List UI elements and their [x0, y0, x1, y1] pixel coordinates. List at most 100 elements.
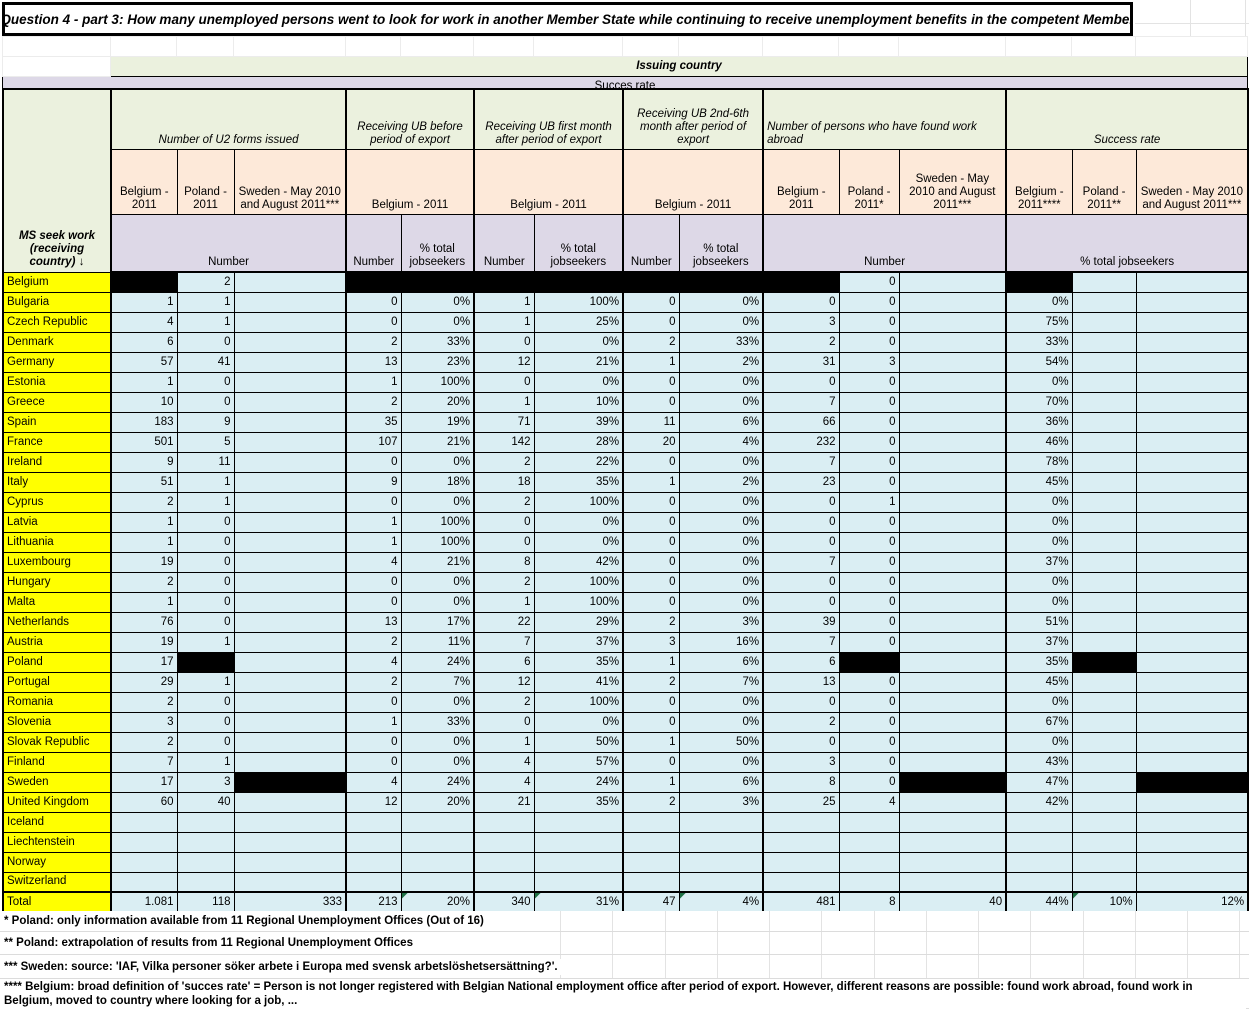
- data-cell: 0: [762, 491, 840, 513]
- data-cell: 11%: [400, 631, 475, 653]
- data-cell: [1135, 331, 1249, 353]
- data-cell: [1005, 811, 1073, 833]
- data-cell: 0%: [1005, 491, 1073, 513]
- table-row: Finland 7 1 0 0% 4 57% 0 0% 3 0 43%: [2, 751, 1249, 773]
- data-cell: [233, 871, 347, 893]
- data-cell: 1: [110, 531, 178, 553]
- data-cell: 37%: [533, 631, 624, 653]
- gridline: [821, 911, 822, 1009]
- data-cell: 0: [762, 531, 840, 553]
- data-cell: 1: [176, 491, 235, 513]
- data-cell: 0%: [1005, 291, 1073, 313]
- data-cell: 4: [473, 771, 535, 793]
- data-cell: [1135, 811, 1249, 833]
- data-cell: [1071, 271, 1137, 293]
- data-cell: 24%: [400, 771, 475, 793]
- data-cell: [762, 851, 840, 873]
- data-cell: 31: [762, 351, 840, 373]
- data-cell: [233, 811, 347, 833]
- data-cell: 1: [473, 311, 535, 333]
- footnote-1: * Poland: only information available fro…: [0, 911, 1249, 932]
- data-cell: 107: [345, 431, 402, 453]
- grid-strip-row: [2, 36, 1248, 57]
- table-row: Austria 19 1 2 11% 7 37% 3 16% 7 0 37%: [2, 631, 1249, 653]
- gridline: [978, 911, 979, 1009]
- col-header-ub-first-belgium: Belgium - 2011: [473, 148, 624, 215]
- measure-ub-2nd6th-number: Number: [622, 213, 680, 273]
- country-label: Lithuania: [2, 531, 112, 553]
- data-cell: [898, 511, 1007, 533]
- data-cell: [1005, 851, 1073, 873]
- data-cell: 118: [176, 891, 235, 913]
- country-label: Greece: [2, 391, 112, 413]
- footnote-text: **** Belgium: broad definition of 'succe…: [0, 979, 1246, 1009]
- data-cell: 51: [110, 471, 178, 493]
- banner-table: Issuing country Succes rate: [2, 36, 1248, 97]
- data-cell: 47: [622, 891, 680, 913]
- data-cell: [678, 811, 764, 833]
- data-cell: 39: [762, 611, 840, 633]
- data-cell: [176, 831, 235, 853]
- data-cell: 3: [762, 751, 840, 773]
- data-cell: 0: [622, 451, 680, 473]
- data-cell: [762, 271, 840, 293]
- data-cell: 2: [762, 331, 840, 353]
- data-cell: 1: [345, 711, 402, 733]
- data-cell: [1135, 831, 1249, 853]
- table-row: Italy 51 1 9 18% 18 35% 1 2% 23 0 45%: [2, 471, 1249, 493]
- data-cell: [1071, 671, 1137, 693]
- data-cell: 1: [110, 511, 178, 533]
- measure-ub-2nd6th-pct: % total jobseekers: [678, 213, 764, 273]
- data-cell: [533, 871, 624, 893]
- data-cell: [233, 291, 347, 313]
- table-row: Ireland 9 11 0 0% 2 22% 0 0% 7 0 78%: [2, 451, 1249, 473]
- data-cell: [1071, 611, 1137, 633]
- data-cell: [1071, 791, 1137, 813]
- data-cell: [110, 871, 178, 893]
- data-cell: [233, 791, 347, 813]
- data-cell: [473, 831, 535, 853]
- data-cell: 0%: [400, 291, 475, 313]
- gridline: [1030, 911, 1031, 1009]
- data-cell: 8: [762, 771, 840, 793]
- table-row: Spain 183 9 35 19% 71 39% 11 6% 66 0 36%: [2, 411, 1249, 433]
- data-cell: 7%: [400, 671, 475, 693]
- data-cell: [1135, 411, 1249, 433]
- data-cell: 340: [473, 891, 535, 913]
- data-cell: [1135, 531, 1249, 553]
- data-cell: 100%: [533, 591, 624, 613]
- data-cell: 0: [762, 291, 840, 313]
- issuing-country-header: Issuing country: [110, 56, 1248, 77]
- data-cell: 2: [473, 451, 535, 473]
- measure-ub-before-number: Number: [345, 213, 402, 273]
- measure-fw-number: Number: [762, 213, 1007, 273]
- data-cell: 76: [110, 611, 178, 633]
- data-cell: 142: [473, 431, 535, 453]
- data-cell: 7%: [678, 671, 764, 693]
- data-cell: 1.081: [110, 891, 178, 913]
- data-cell: [898, 851, 1007, 873]
- data-cell: 10: [110, 391, 178, 413]
- data-cell: [898, 571, 1007, 593]
- data-cell: [233, 751, 347, 773]
- data-cell: 12: [345, 791, 402, 813]
- data-cell: [1071, 411, 1137, 433]
- data-cell: 0%: [533, 511, 624, 533]
- data-cell: [110, 831, 178, 853]
- data-cell: 43%: [1005, 751, 1073, 773]
- data-cell: 183: [110, 411, 178, 433]
- data-cell: 3%: [678, 611, 764, 633]
- footnote-text: ** Poland: extrapolation of results from…: [0, 935, 417, 951]
- table-row: Belgium 2 0: [2, 271, 1249, 293]
- data-cell: [678, 831, 764, 853]
- table-row: Malta 1 0 0 0% 1 100% 0 0% 0 0 0%: [2, 591, 1249, 613]
- data-cell: 1: [473, 591, 535, 613]
- data-cell: 18: [473, 471, 535, 493]
- data-cell: 44%: [1005, 891, 1073, 913]
- data-cell: [233, 591, 347, 613]
- data-cell: 0: [838, 511, 900, 533]
- data-cell: 21%: [533, 351, 624, 373]
- country-label: Malta: [2, 591, 112, 613]
- data-cell: [533, 811, 624, 833]
- data-cell: 11: [176, 451, 235, 473]
